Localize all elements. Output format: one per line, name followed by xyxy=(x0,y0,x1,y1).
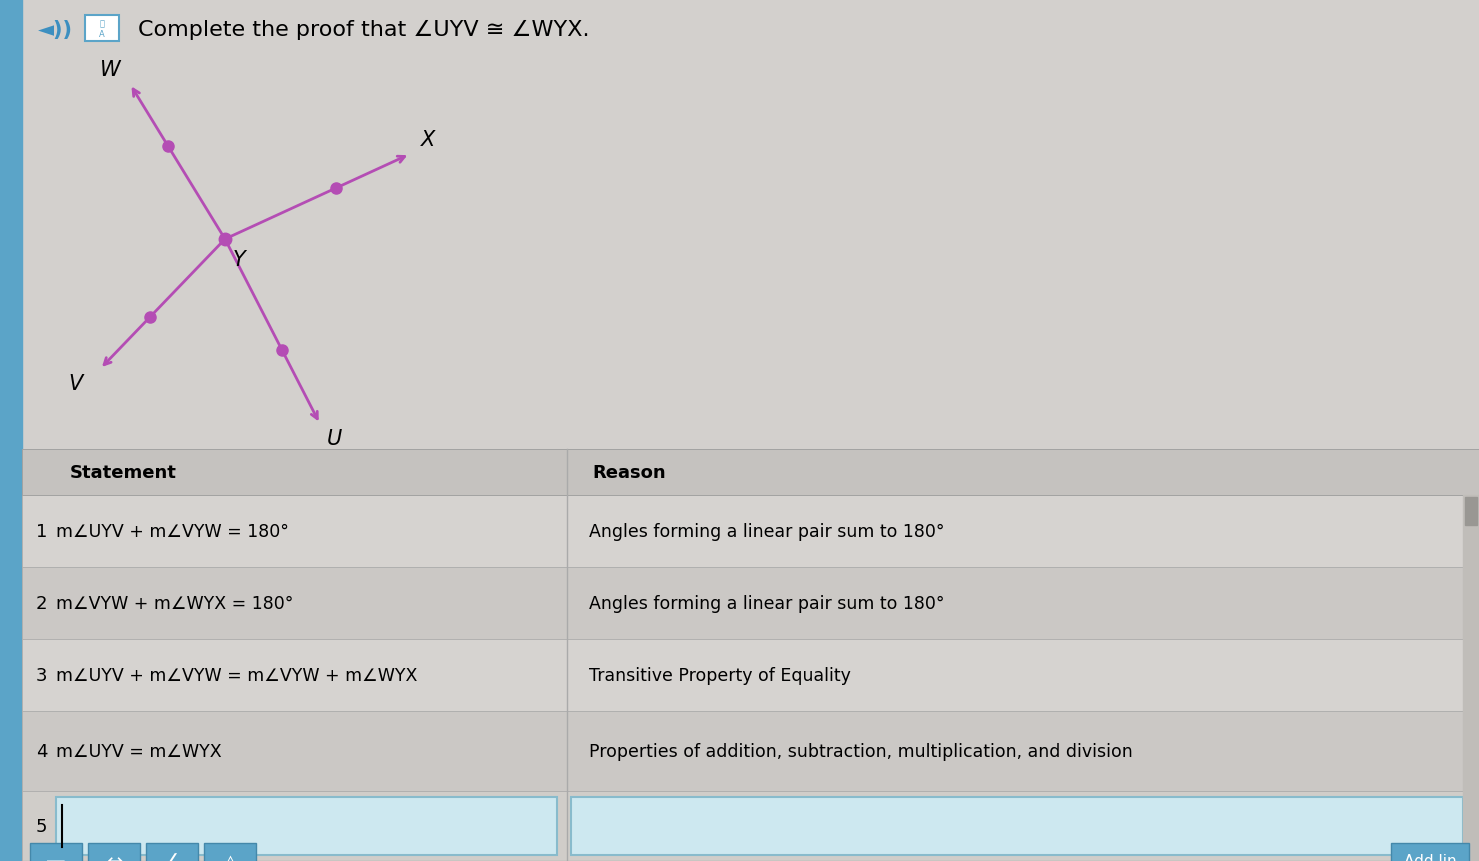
Bar xyxy=(1463,495,1479,861)
Text: W: W xyxy=(99,60,120,80)
Text: 4: 4 xyxy=(35,742,47,760)
Bar xyxy=(146,843,198,861)
Bar xyxy=(22,711,1479,791)
Bar xyxy=(1466,498,1478,525)
Bar xyxy=(22,495,1479,567)
Text: Y: Y xyxy=(232,250,246,269)
Text: V: V xyxy=(70,374,83,393)
Bar xyxy=(30,843,81,861)
Text: 1: 1 xyxy=(35,523,47,541)
Text: Angles forming a linear pair sum to 180°: Angles forming a linear pair sum to 180° xyxy=(589,523,945,541)
Text: 語
A: 語 A xyxy=(99,19,105,39)
Bar xyxy=(22,449,1479,861)
Bar xyxy=(571,797,1463,855)
Bar xyxy=(84,16,118,42)
Text: U: U xyxy=(327,429,342,449)
Bar xyxy=(1392,843,1469,861)
Text: ↔: ↔ xyxy=(106,852,123,861)
Text: Complete the proof that ∠UYV ≅ ∠WYX.: Complete the proof that ∠UYV ≅ ∠WYX. xyxy=(138,20,590,40)
Bar xyxy=(204,843,256,861)
Text: △: △ xyxy=(222,852,238,861)
Bar xyxy=(56,797,558,855)
Text: m∠UYV + m∠VYW = m∠VYW + m∠WYX: m∠UYV + m∠VYW = m∠VYW + m∠WYX xyxy=(56,666,417,684)
Bar xyxy=(22,567,1479,639)
Text: m∠UYV = m∠WYX: m∠UYV = m∠WYX xyxy=(56,742,222,760)
Text: Properties of addition, subtraction, multiplication, and division: Properties of addition, subtraction, mul… xyxy=(589,742,1133,760)
Bar xyxy=(22,791,1479,861)
Text: 5: 5 xyxy=(35,817,47,835)
Text: ∠: ∠ xyxy=(163,852,180,861)
Bar xyxy=(87,843,141,861)
Bar xyxy=(22,449,1479,495)
Text: Reason: Reason xyxy=(592,463,666,481)
Text: X: X xyxy=(422,130,435,150)
Text: m∠UYV + m∠VYW = 180°: m∠UYV + m∠VYW = 180° xyxy=(56,523,288,541)
Text: 3: 3 xyxy=(35,666,47,684)
Text: Transitive Property of Equality: Transitive Property of Equality xyxy=(589,666,850,684)
Text: Add lin: Add lin xyxy=(1404,853,1457,861)
Text: ◄)): ◄)) xyxy=(38,20,72,40)
Bar xyxy=(22,639,1479,711)
Text: m∠VYW + m∠WYX = 180°: m∠VYW + m∠WYX = 180° xyxy=(56,594,293,612)
Text: Statement: Statement xyxy=(70,463,177,481)
Text: —: — xyxy=(46,852,65,861)
Text: 2: 2 xyxy=(35,594,47,612)
Text: Angles forming a linear pair sum to 180°: Angles forming a linear pair sum to 180° xyxy=(589,594,945,612)
Bar xyxy=(0,0,22,861)
